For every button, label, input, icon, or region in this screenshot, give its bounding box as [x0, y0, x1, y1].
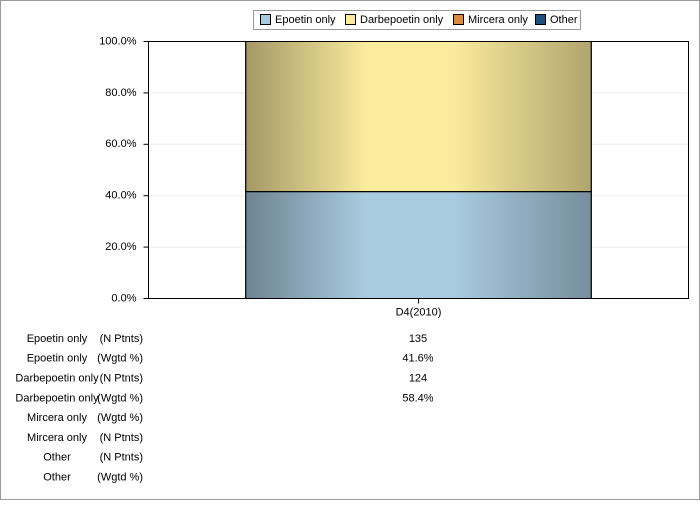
y-tick-label: 100.0%	[99, 35, 137, 47]
row-label: Epoetin only	[27, 333, 88, 345]
legend-label: Mircera only	[468, 14, 528, 26]
y-tick-label: 80.0%	[105, 87, 136, 99]
legend-box	[253, 10, 581, 30]
row-measure: (Wgtd %)	[97, 392, 143, 404]
row-measure: (Wgtd %)	[97, 472, 143, 484]
row-label: Mircera only	[27, 412, 87, 424]
row-value: 124	[409, 373, 427, 385]
row-measure: (N Ptnts)	[100, 452, 143, 464]
legend-swatch	[260, 14, 271, 25]
row-measure: (N Ptnts)	[100, 333, 143, 345]
y-tick-label: 20.0%	[105, 241, 136, 253]
legend-label: Other	[550, 14, 578, 26]
row-label: Mircera only	[27, 432, 87, 444]
y-tick-label: 0.0%	[111, 292, 136, 304]
bar-shade	[245, 41, 592, 193]
row-label: Other	[43, 472, 71, 484]
x-tick-label: D4(2010)	[396, 306, 442, 318]
row-label: Epoetin only	[27, 353, 88, 365]
row-value: 58.4%	[402, 392, 433, 404]
bar-shade	[245, 191, 592, 299]
row-measure: (N Ptnts)	[100, 432, 143, 444]
legend-label: Epoetin only	[275, 14, 336, 26]
row-measure: (Wgtd %)	[97, 353, 143, 365]
row-label: Darbepoetin only	[15, 373, 99, 385]
legend-swatch	[345, 14, 356, 25]
row-measure: (N Ptnts)	[100, 373, 143, 385]
row-label: Darbepoetin only	[15, 392, 99, 404]
y-tick-label: 60.0%	[105, 138, 136, 150]
row-measure: (Wgtd %)	[97, 412, 143, 424]
row-label: Other	[43, 452, 71, 464]
row-value: 135	[409, 333, 427, 345]
y-tick-label: 40.0%	[105, 190, 136, 202]
legend-swatch	[453, 14, 464, 25]
legend-label: Darbepoetin only	[360, 14, 444, 26]
legend-swatch	[535, 14, 546, 25]
row-value: 41.6%	[402, 353, 433, 365]
